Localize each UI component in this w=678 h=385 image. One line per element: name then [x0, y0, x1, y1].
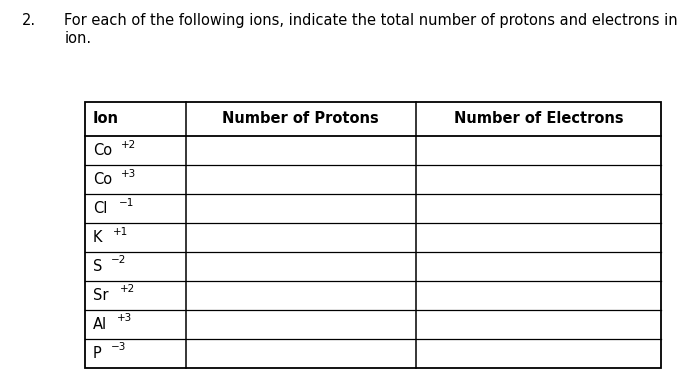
Text: Al: Al [93, 317, 107, 332]
Text: −3: −3 [111, 342, 126, 352]
Text: +3: +3 [117, 313, 132, 323]
Text: P: P [93, 346, 102, 361]
Text: Ion: Ion [93, 112, 119, 126]
Text: S: S [93, 259, 102, 274]
Text: K: K [93, 230, 102, 245]
Text: Cl: Cl [93, 201, 107, 216]
Text: For each of the following ions, indicate the total number of protons and electro: For each of the following ions, indicate… [64, 13, 678, 46]
Text: −1: −1 [119, 198, 134, 208]
Text: +2: +2 [121, 140, 136, 150]
Text: Number of Electrons: Number of Electrons [454, 112, 623, 126]
Text: +3: +3 [121, 169, 136, 179]
Text: Co: Co [93, 143, 112, 158]
Text: Sr: Sr [93, 288, 108, 303]
Text: Co: Co [93, 172, 112, 187]
Text: +1: +1 [113, 226, 128, 236]
Text: 2.: 2. [22, 13, 37, 28]
Text: Number of Protons: Number of Protons [222, 112, 379, 126]
Text: −2: −2 [111, 256, 126, 266]
Text: +2: +2 [120, 285, 135, 295]
